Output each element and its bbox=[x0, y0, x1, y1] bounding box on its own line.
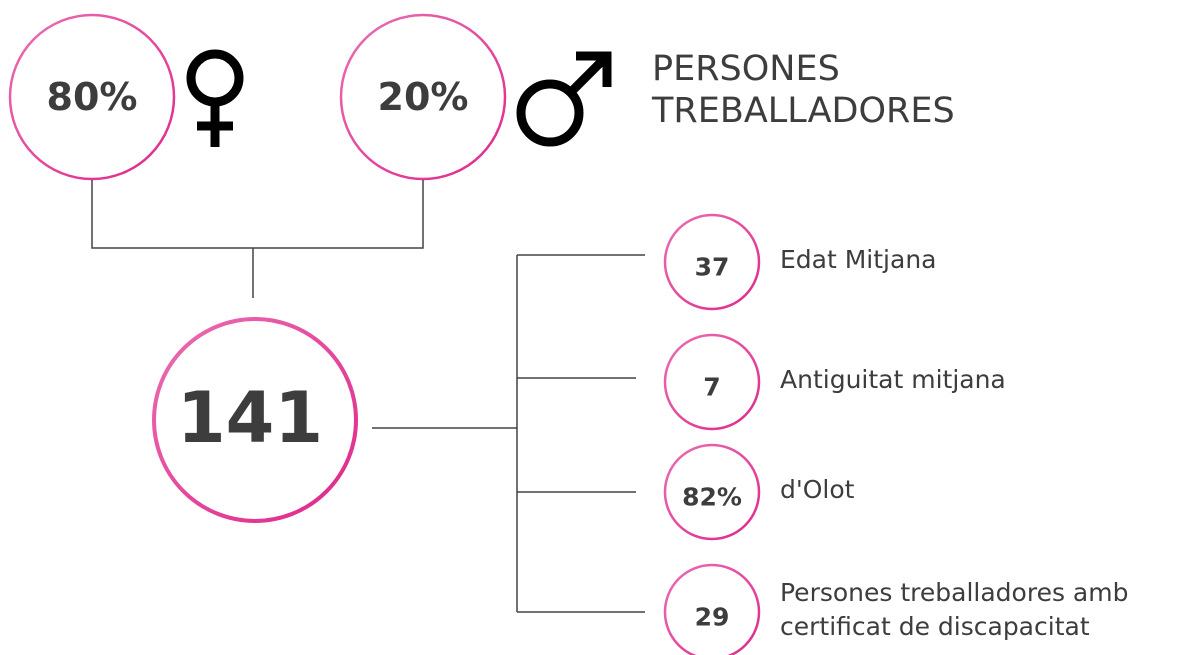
stat-label: Edat Mitjana bbox=[780, 245, 937, 274]
title-line: PERSONES bbox=[652, 49, 840, 89]
stat-value: 37 bbox=[694, 252, 730, 282]
title-line: TREBALLADORES bbox=[652, 91, 955, 131]
gender-value: 20% bbox=[377, 75, 469, 119]
circle bbox=[663, 213, 761, 311]
circle bbox=[663, 443, 761, 541]
stat-value: 29 bbox=[694, 602, 730, 632]
stat-label: Persones treballadores amb certificat de… bbox=[780, 578, 1129, 641]
circle bbox=[339, 13, 507, 181]
total: 141 bbox=[176, 377, 324, 459]
circle bbox=[663, 563, 761, 655]
female-symbol bbox=[186, 49, 244, 147]
title: PERSONES TREBALLADORES bbox=[652, 48, 955, 132]
connectors bbox=[91, 180, 645, 613]
stat-value: 82% bbox=[682, 482, 742, 512]
circle bbox=[152, 317, 358, 523]
circle bbox=[663, 333, 761, 431]
stat-label: d'Olot bbox=[780, 475, 855, 504]
circle bbox=[8, 13, 176, 181]
stat-label: Antiguitat mitjana bbox=[780, 365, 1006, 394]
stat-value: 7 bbox=[703, 372, 721, 402]
male-symbol bbox=[516, 51, 612, 147]
gender-value: 80% bbox=[46, 75, 138, 119]
